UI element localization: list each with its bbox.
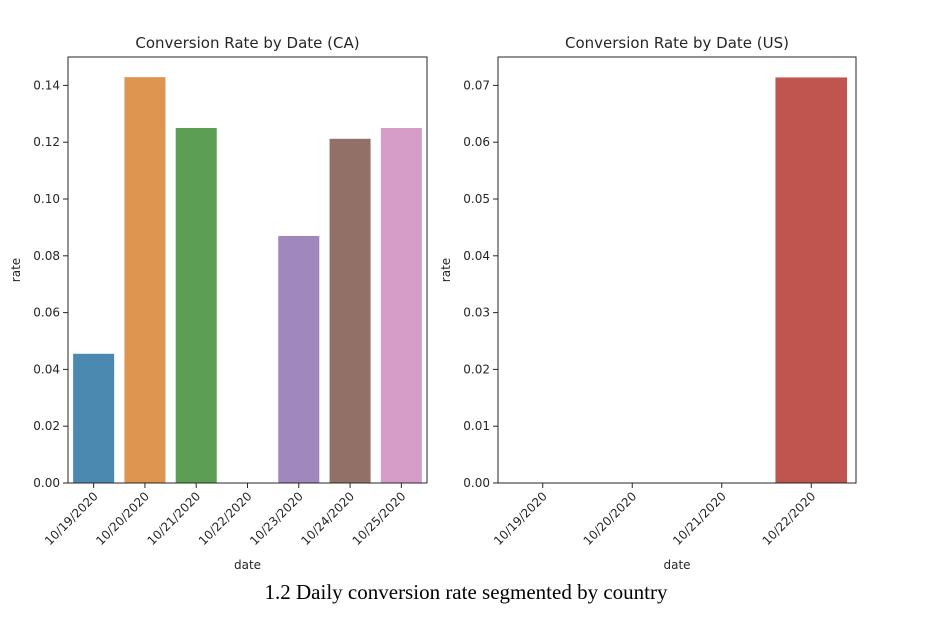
bar-10/19/2020	[73, 353, 115, 483]
bar-10/23/2020	[278, 235, 320, 483]
y-tick-label: 0.02	[33, 419, 60, 433]
x-tick-label: 10/25/2020	[350, 489, 409, 548]
y-tick-label: 0.12	[33, 135, 60, 149]
bar-10/21/2020	[175, 128, 217, 483]
y-tick-label: 0.06	[463, 135, 490, 149]
chart-title: Conversion Rate by Date (CA)	[135, 34, 359, 52]
x-tick-label: 10/20/2020	[581, 489, 640, 548]
y-tick-label: 0.00	[33, 476, 60, 490]
x-tick-label: 10/21/2020	[145, 489, 204, 548]
x-axis-label: date	[663, 558, 690, 572]
y-tick-label: 0.10	[33, 192, 60, 206]
y-tick-label: 0.14	[33, 78, 60, 92]
y-axis-label: rate	[439, 258, 453, 282]
axes-frame	[497, 56, 857, 484]
x-tick-label: 10/24/2020	[298, 489, 357, 548]
x-tick-label: 10/22/2020	[760, 489, 819, 548]
x-axis-label: date	[234, 558, 261, 572]
bar-10/25/2020	[380, 128, 422, 483]
chart-panel-2: Conversion Rate by Date (US) 0.00 0.01 0.02…	[439, 34, 857, 572]
y-tick-label: 0.07	[463, 78, 490, 92]
y-tick-label: 0.02	[463, 362, 490, 376]
y-tick-label: 0.06	[33, 306, 60, 320]
chart-panel-1: Conversion Rate by Date (CA) 0.00 0.02 0.04…	[9, 34, 428, 572]
y-tick-label: 0.00	[463, 476, 490, 490]
chart-title: Conversion Rate by Date (US)	[565, 34, 789, 52]
y-tick-label: 0.05	[463, 192, 490, 206]
y-tick-label: 0.03	[463, 306, 490, 320]
y-tick-label: 0.04	[463, 249, 490, 263]
bar-10/22/2020	[775, 77, 848, 483]
x-tick-label: 10/23/2020	[247, 489, 306, 548]
x-tick-label: 10/22/2020	[196, 489, 255, 548]
axes-frame	[67, 56, 428, 484]
x-tick-label: 10/20/2020	[93, 489, 152, 548]
y-tick-label: 0.08	[33, 249, 60, 263]
bar-10/20/2020	[124, 77, 166, 483]
bar-10/24/2020	[329, 138, 371, 484]
x-tick-label: 10/19/2020	[42, 489, 101, 548]
x-tick-label: 10/19/2020	[491, 489, 550, 548]
y-axis-label: rate	[9, 258, 23, 282]
x-tick-label: 10/21/2020	[670, 489, 729, 548]
figure-caption: 1.2 Daily conversion rate segmented by c…	[264, 580, 668, 604]
figure-canvas: Conversion Rate by Date (CA) 0.00 0.02 0.04…	[9, 34, 857, 572]
y-tick-label: 0.04	[33, 362, 60, 376]
y-tick-label: 0.01	[463, 419, 490, 433]
